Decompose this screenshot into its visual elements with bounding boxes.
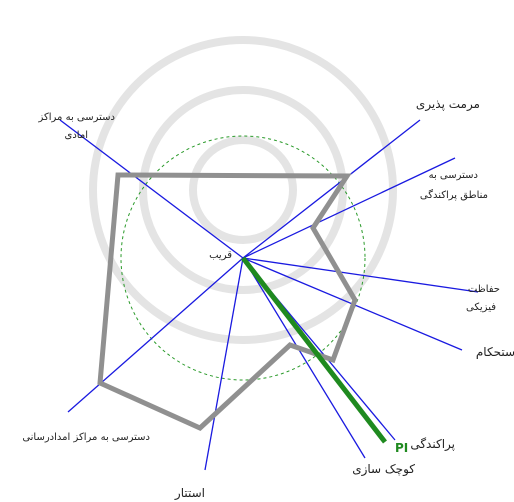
diagram: دسترسی به مراکز امادی مرمت پذیری دسترسی … xyxy=(0,0,514,502)
center-label: قریب xyxy=(209,250,232,261)
node-label: امادی xyxy=(65,130,88,141)
node-label: دسترسی به xyxy=(429,170,478,181)
node-label: ستحکام xyxy=(476,345,514,359)
node-label: کوچک سازی xyxy=(352,462,415,477)
node-label: پراکندگی xyxy=(410,437,455,452)
node-label: فیزیکی xyxy=(466,302,496,313)
node-label: دسترسی به مراکز xyxy=(37,112,115,123)
watermark xyxy=(93,40,393,340)
node-label: مناطق پراکندگی xyxy=(420,189,488,201)
node-label: مرمت پذیری xyxy=(416,97,480,112)
node-label: حفاظت xyxy=(468,284,500,295)
node-label: دسترسی به مراکز امدادرسانی xyxy=(22,432,150,443)
pi-label: PI xyxy=(395,441,408,455)
node-label: استتار xyxy=(174,486,205,501)
